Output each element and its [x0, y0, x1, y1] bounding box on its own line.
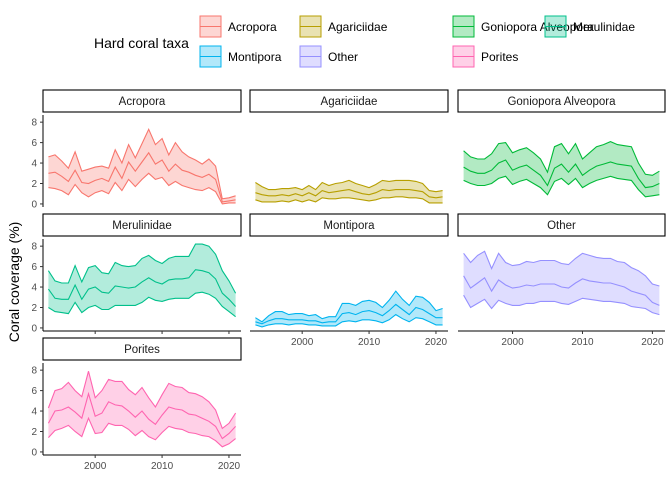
legend-item-acropora: Acropora [199, 15, 277, 38]
x-tick-label-other-2000: 2000 [501, 337, 524, 348]
y-tick-label-acropora-6: 6 [31, 138, 37, 149]
y-tick-label-merulinidae-4: 4 [31, 283, 37, 294]
legend-item-montipora: Montipora [199, 45, 282, 68]
strip-montipora [249, 213, 449, 237]
legend-item-merulinidae: Merulinidae [544, 15, 635, 38]
line-upper-agariciidae [255, 179, 443, 193]
legend-label-other: Other [328, 50, 358, 64]
panel-acropora: Acropora 0 2 4 6 8 [31, 89, 242, 210]
panel-other: Other 2000 2010 2020 [457, 213, 666, 348]
legend-item-porites: Porites [452, 45, 518, 68]
ribbon-agariciidae [255, 180, 443, 203]
y-tick-label-porites-6: 6 [31, 386, 37, 397]
line-lower-goniopora-alveopora [463, 175, 660, 198]
line-mid-merulinidae [47, 269, 237, 307]
strip-porites [42, 337, 242, 361]
panel-porites: Porites 0 2 4 6 8 2000 2010 2020 [31, 337, 242, 472]
legend-title: Hard coral taxa [94, 35, 189, 51]
x-tick-label-porites-2020: 2020 [218, 461, 241, 472]
ribbon-montipora [255, 291, 443, 327]
ribbon-other [463, 251, 660, 315]
x-tick-label-montipora-2010: 2010 [358, 337, 381, 348]
strip-agariciidae [249, 89, 449, 113]
strip-label-acropora: Acropora [119, 96, 166, 108]
line-lower-acropora [48, 172, 236, 205]
strip-merulinidae [42, 213, 242, 237]
strip-label-agariciidae: Agariciidae [321, 96, 378, 108]
strip-label-porites: Porites [124, 344, 160, 356]
x-tick-label-porites-2000: 2000 [84, 461, 107, 472]
line-upper-montipora [255, 290, 443, 323]
line-mid-goniopora-alveopora [463, 159, 660, 189]
panel-goniopora-alveopora: Goniopora Alveopora [457, 89, 666, 198]
legend-label-acropora: Acropora [228, 20, 277, 34]
strip-goniopora-alveopora [457, 89, 666, 113]
legend-label-merulinidae: Merulinidae [573, 20, 635, 34]
strip-other [457, 213, 666, 237]
strip-acropora [42, 89, 242, 113]
y-tick-label-merulinidae-8: 8 [31, 242, 37, 253]
y-tick-label-acropora-2: 2 [31, 179, 37, 190]
legend-label-montipora: Montipora [228, 50, 282, 64]
line-upper-acropora [48, 127, 236, 200]
line-upper-goniopora-alveopora [463, 141, 660, 176]
line-mid-acropora [48, 151, 236, 203]
line-mid-porites [47, 391, 237, 440]
y-tick-label-acropora-0: 0 [31, 199, 37, 210]
line-lower-other [463, 294, 660, 316]
y-tick-label-acropora-4: 4 [31, 159, 37, 170]
facet-panels: Acropora 0 2 4 6 8 Agariciidae Goniopora Alveop… [31, 89, 666, 472]
ribbon-acropora [48, 129, 236, 204]
legend-label-porites: Porites [481, 50, 518, 64]
line-upper-merulinidae [47, 243, 237, 294]
x-tick-label-montipora-2000: 2000 [291, 337, 314, 348]
line-mid-montipora [255, 303, 443, 325]
legend-label-agariciidae: Agariciidae [328, 20, 388, 34]
x-tick-label-porites-2010: 2010 [151, 461, 174, 472]
x-tick-label-montipora-2020: 2020 [425, 337, 448, 348]
line-lower-merulinidae [48, 291, 236, 318]
legend: Hard coral taxa Acropora Agariciidae Gonio… [94, 15, 635, 68]
panel-montipora: Montipora 2000 2010 2020 [249, 213, 449, 348]
x-tick-label-other-2020: 2020 [641, 337, 664, 348]
panel-agariciidae: Agariciidae [249, 89, 449, 204]
line-lower-agariciidae [255, 196, 443, 204]
strip-label-goniopora-alveopora: Goniopora Alveopora [507, 96, 616, 108]
legend-keys: Acropora Agariciidae Goniopora AlveoporaMe… [199, 15, 635, 68]
y-axis-label: Coral coverage (%) [6, 222, 22, 343]
y-tick-label-merulinidae-2: 2 [31, 303, 37, 314]
y-tick-label-porites-2: 2 [31, 427, 37, 438]
line-upper-other [463, 250, 660, 287]
y-tick-label-porites-8: 8 [31, 366, 37, 377]
strip-label-montipora: Montipora [323, 220, 375, 232]
y-tick-label-porites-4: 4 [31, 407, 37, 418]
legend-item-agariciidae: Agariciidae [299, 15, 388, 38]
line-mid-other [463, 275, 660, 306]
line-upper-porites [47, 371, 237, 430]
line-mid-agariciidae [255, 189, 443, 199]
y-tick-label-porites-0: 0 [31, 447, 37, 458]
y-tick-label-merulinidae-0: 0 [31, 323, 37, 334]
legend-item-other: Other [299, 45, 358, 68]
x-tick-label-other-2010: 2010 [571, 337, 594, 348]
ribbon-merulinidae [48, 244, 236, 317]
line-lower-montipora [255, 313, 443, 328]
strip-label-merulinidae: Merulinidae [112, 220, 171, 232]
strip-label-other: Other [547, 220, 576, 232]
line-lower-porites [47, 416, 236, 448]
ribbon-goniopora-alveopora [463, 141, 660, 197]
y-tick-label-acropora-8: 8 [31, 118, 37, 129]
ribbon-porites [48, 371, 236, 447]
y-tick-label-merulinidae-6: 6 [31, 262, 37, 273]
